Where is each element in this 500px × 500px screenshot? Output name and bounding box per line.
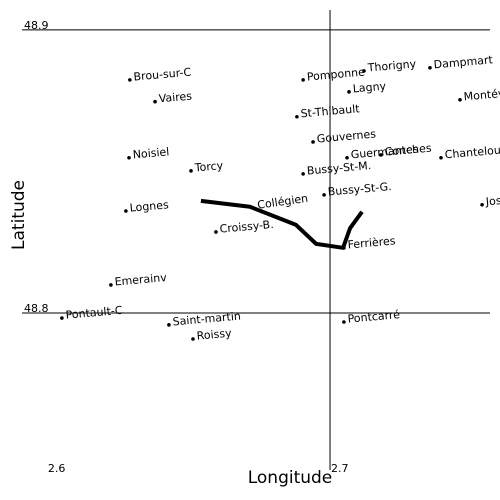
town-label: Thorigny: [366, 57, 417, 74]
y-axis-label: Latitude: [9, 180, 29, 250]
town-point: [347, 90, 351, 94]
town-point: [379, 153, 383, 157]
town-point: [167, 323, 171, 327]
town-label: Ferrières: [347, 234, 396, 251]
town-point: [109, 283, 113, 287]
town-point: [428, 65, 432, 70]
town-label: Lagny: [352, 80, 387, 96]
town-point: [189, 169, 193, 173]
x-tick-label: 2.6: [48, 462, 66, 475]
town-point: [480, 202, 484, 207]
town-point: [345, 155, 349, 160]
town-point: [301, 78, 305, 82]
town-label: Noisiel: [132, 145, 170, 161]
town-label: Chanteloup: [444, 143, 500, 161]
town-label: Guermantes: [350, 143, 419, 162]
town-point: [295, 114, 299, 119]
town-point: [153, 99, 157, 104]
route-line: [200, 198, 364, 250]
town-point: [322, 193, 326, 197]
x-tick-label: 2.7: [331, 462, 349, 475]
town-label: Roissy: [196, 327, 232, 343]
town-point: [214, 230, 218, 234]
town-label: Conches: [384, 142, 432, 159]
town-point: [311, 140, 315, 144]
town-label: St-Thibault: [300, 102, 361, 120]
town-point: [362, 69, 366, 73]
town-label: Pontcarré: [347, 308, 401, 326]
town-label: Pontault-C: [65, 304, 123, 322]
town-label: Brou-sur-C: [133, 66, 192, 84]
town-label: Dampmart: [433, 53, 494, 71]
route-label: Collégien: [257, 192, 309, 212]
town-label: Bussy-St-M.: [306, 159, 371, 178]
y-tick-label: 48.8: [24, 302, 49, 315]
town-label: Vaires: [158, 89, 193, 105]
town-label: Jossigny: [484, 192, 500, 209]
town-point: [60, 316, 64, 320]
town-point: [191, 337, 195, 341]
y-tick-label: 48.9: [24, 19, 49, 32]
town-label: Lognes: [129, 198, 169, 214]
town-label: Emerainv: [114, 271, 168, 289]
town-point: [301, 172, 305, 176]
town-point: [439, 155, 443, 160]
town-label: Montévrain: [463, 85, 500, 103]
town-point: [458, 97, 462, 102]
town-label: Croissy-B.: [219, 218, 274, 236]
town-point: [128, 78, 132, 82]
x-axis-label: Longitude: [248, 468, 333, 488]
town-label: Pomponne: [306, 66, 365, 84]
town-label: Gouvernes: [316, 127, 376, 145]
town-label: Saint-martin: [172, 310, 241, 329]
town-point: [127, 155, 131, 160]
town-point: [342, 320, 346, 324]
town-label: Bussy-St-G.: [327, 180, 392, 199]
town-label: Torcy: [193, 159, 224, 175]
town-point: [124, 209, 128, 213]
